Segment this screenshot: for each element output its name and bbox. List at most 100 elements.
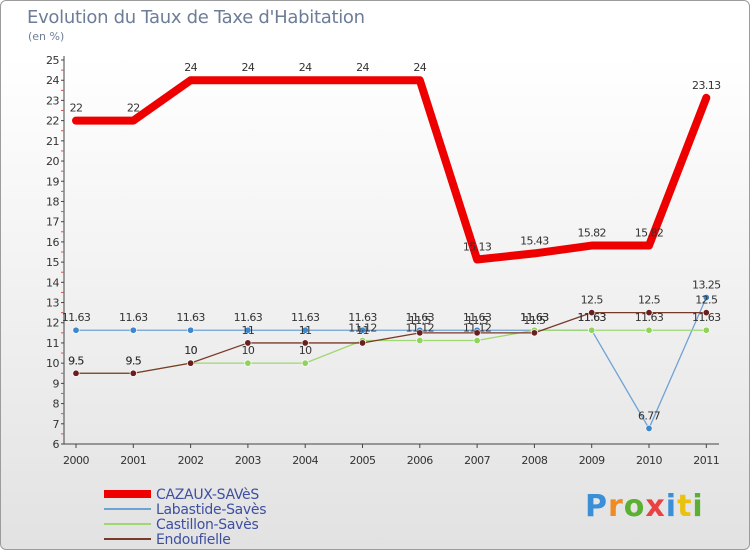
data-label: 15.82 <box>635 227 664 240</box>
data-label: 11.5 <box>409 314 432 327</box>
y-tick-label: 6 <box>53 438 60 451</box>
data-point <box>416 337 424 345</box>
data-label: 9.5 <box>125 354 141 367</box>
data-point <box>244 326 252 334</box>
data-label: 11.63 <box>463 311 492 324</box>
data-point <box>702 309 710 317</box>
logo-letter: i <box>692 489 704 524</box>
data-point <box>187 359 195 367</box>
data-label: 10 <box>241 344 254 357</box>
logo-letter: r <box>608 489 624 524</box>
data-point <box>702 326 710 334</box>
x-tick-label: 2001 <box>120 454 146 467</box>
y-tick-label: 19 <box>46 175 59 188</box>
data-label: 12.5 <box>581 294 604 307</box>
y-tick-label: 24 <box>46 74 59 87</box>
data-label: 9.5 <box>68 354 84 367</box>
data-label: 24 <box>413 61 426 74</box>
legend-label: Endoufielle <box>156 532 231 548</box>
data-point <box>72 326 80 334</box>
data-point <box>416 329 424 337</box>
data-label: 11 <box>241 324 254 337</box>
x-tick-label: 2006 <box>407 454 433 467</box>
data-label: 22 <box>70 102 83 115</box>
proxiti-logo: Proxiti <box>585 489 704 524</box>
data-point <box>473 329 481 337</box>
data-point <box>301 326 309 334</box>
y-tick-label: 8 <box>53 398 60 411</box>
data-point <box>645 326 653 334</box>
data-label: 10 <box>184 344 197 357</box>
y-tick-label: 10 <box>46 357 59 370</box>
logo-letter: i <box>665 489 678 524</box>
data-label: 11.63 <box>577 311 606 324</box>
y-tick-label: 23 <box>46 94 59 107</box>
data-label: 11.12 <box>348 322 377 335</box>
data-label: 11.63 <box>520 311 549 324</box>
x-tick-label: 2003 <box>235 454 261 467</box>
y-tick-label: 15 <box>46 256 59 269</box>
data-label: 11.63 <box>406 311 435 324</box>
x-tick-label: 2004 <box>292 454 318 467</box>
data-label: 24 <box>356 61 369 74</box>
series-line-endoufielle <box>75 311 707 374</box>
data-label: 24 <box>184 61 197 74</box>
data-label: 10 <box>184 344 197 357</box>
data-label: 11.63 <box>62 311 91 324</box>
data-label: 11.5 <box>523 314 546 327</box>
y-tick-label: 13 <box>46 297 59 310</box>
data-label: 11.12 <box>463 322 492 335</box>
data-point <box>588 326 596 334</box>
logo-letter: x <box>645 489 666 524</box>
data-label: 10 <box>299 344 312 357</box>
x-tick-label: 2000 <box>63 454 89 467</box>
series-line-cazaux-sav-s <box>72 76 711 264</box>
chart-subtitle: (en %) <box>28 30 65 43</box>
data-label: 12.5 <box>638 294 661 307</box>
data-point <box>358 339 366 347</box>
x-tick-label: 2009 <box>579 454 605 467</box>
data-label: 11.63 <box>348 311 377 324</box>
legend-label: Labastide-Savès <box>156 502 266 518</box>
data-point <box>358 326 366 334</box>
data-point <box>187 326 195 334</box>
data-point <box>129 326 137 334</box>
data-label: 11.63 <box>119 311 148 324</box>
series-line-labastide-sav-s <box>75 296 707 430</box>
data-label: 11.63 <box>234 311 263 324</box>
chart-title: Evolution du Taux de Taxe d'Habitation <box>27 7 365 28</box>
data-point <box>530 329 538 337</box>
data-point <box>244 359 252 367</box>
data-label: 24 <box>241 61 254 74</box>
data-label: 11.63 <box>291 311 320 324</box>
y-tick-label: 11 <box>46 337 59 350</box>
x-tick-label: 2008 <box>521 454 547 467</box>
y-tick-label: 12 <box>46 317 59 330</box>
data-point <box>473 337 481 345</box>
data-label: 12.5 <box>695 294 718 307</box>
data-label: 15.13 <box>463 240 492 253</box>
data-label: 11.63 <box>176 311 205 324</box>
y-tick-label: 20 <box>46 155 59 168</box>
data-label: 11 <box>299 324 312 337</box>
data-point <box>244 339 252 347</box>
x-tick-label: 2002 <box>178 454 204 467</box>
data-point <box>645 424 653 432</box>
data-label: 22 <box>127 102 140 115</box>
logo-letter: P <box>585 489 608 524</box>
logo-letter: t <box>677 489 693 524</box>
data-label: 11.63 <box>635 311 664 324</box>
y-tick-label: 22 <box>46 115 59 128</box>
logo-letter: o <box>623 489 646 524</box>
data-label: 11 <box>356 324 369 337</box>
data-label: 11.63 <box>577 311 606 324</box>
y-tick-label: 7 <box>53 418 60 431</box>
data-label: 15.43 <box>520 234 549 247</box>
data-point <box>129 369 137 377</box>
y-tick-label: 14 <box>46 276 59 289</box>
data-point <box>588 309 596 317</box>
data-point <box>645 309 653 317</box>
data-label: 11.5 <box>466 314 489 327</box>
